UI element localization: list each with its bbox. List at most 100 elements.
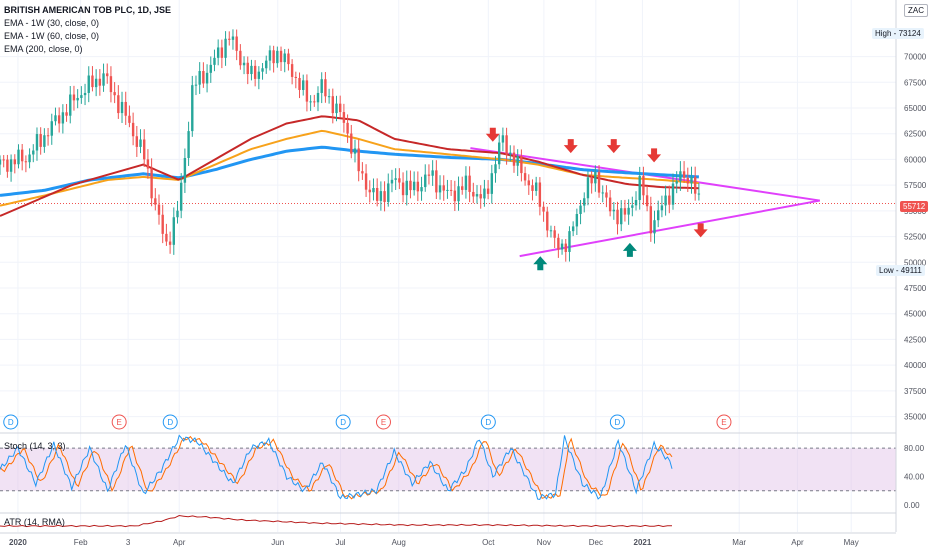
y-tick-label: 60000 <box>904 155 927 164</box>
candle-body <box>586 177 590 199</box>
earnings-icon <box>375 414 391 430</box>
candle-body <box>117 95 120 114</box>
candle-body <box>9 159 13 172</box>
candle-body <box>109 76 113 93</box>
candle-body <box>553 230 556 238</box>
dividend-icon <box>162 414 178 430</box>
candle-body <box>69 94 72 116</box>
candle-body <box>46 135 50 137</box>
candle-body <box>568 231 571 252</box>
high-label: High <box>875 29 892 38</box>
candle-body <box>54 115 57 122</box>
indicator-ema200: EMA (200, close, 0) <box>4 44 83 54</box>
atr-pane <box>0 514 673 528</box>
candle-body <box>20 149 24 162</box>
candle-body <box>479 194 482 199</box>
candle-body <box>520 156 523 174</box>
candle-body <box>242 62 246 66</box>
candle-body <box>634 200 638 206</box>
candle-body <box>620 208 623 225</box>
candle-body <box>686 177 689 184</box>
ema60-line <box>0 145 699 197</box>
candle-body <box>135 136 139 147</box>
candle-body <box>642 175 645 196</box>
event-label: E <box>381 418 386 427</box>
currency-badge[interactable]: ZAC <box>904 4 928 17</box>
candle-body <box>538 182 542 207</box>
candle-body <box>327 96 331 98</box>
candle-body <box>113 92 116 96</box>
arrow-down-icon <box>563 139 578 154</box>
candle-body <box>483 188 486 199</box>
candle-body <box>697 193 701 195</box>
candle-body <box>216 47 220 58</box>
stoch-tick-label: 80.00 <box>904 444 925 453</box>
candle-body <box>294 76 298 78</box>
dividend-icon <box>609 414 625 430</box>
candle-body <box>594 171 597 184</box>
candle-body <box>690 176 693 184</box>
x-tick-label: 3 <box>126 538 131 547</box>
candle-body <box>187 131 190 158</box>
candle-body <box>165 233 168 242</box>
candle-body <box>435 170 438 193</box>
candle-body <box>549 230 553 232</box>
candle-body <box>194 84 198 86</box>
candle-body <box>253 65 257 79</box>
candle-body <box>464 175 468 190</box>
candles <box>0 29 701 262</box>
stoch-tick-label: 40.00 <box>904 473 925 482</box>
candle-body <box>383 191 386 202</box>
dividend-icon <box>480 414 496 430</box>
x-tick-label: 2020 <box>9 538 27 547</box>
candle-body <box>361 171 364 174</box>
candle-body <box>287 53 290 65</box>
candle-body <box>631 205 634 208</box>
symbol-title: BRITISH AMERICAN TOB PLC, 1D, JSE <box>4 5 172 15</box>
x-tick-label: Apr <box>791 538 804 547</box>
candle-body <box>490 173 494 194</box>
candle-body <box>597 171 601 193</box>
stoch-k-line <box>0 434 673 500</box>
candle-body <box>224 38 227 58</box>
candle-body <box>612 209 616 212</box>
candle-body <box>649 206 653 234</box>
candle-body <box>228 38 231 40</box>
x-tick-label: Jun <box>271 538 284 547</box>
candle-body <box>176 210 179 218</box>
candle-body <box>409 180 412 191</box>
candle-body <box>416 181 420 192</box>
candle-body <box>505 135 508 155</box>
candle-body <box>509 152 512 155</box>
indicator-ema30: EMA - 1W (30, close, 0) <box>4 18 100 28</box>
candle-body <box>427 174 431 176</box>
candle-body <box>80 95 83 98</box>
moving-averages <box>0 115 699 217</box>
candle-body <box>324 79 327 97</box>
candle-body <box>627 207 630 215</box>
candle-body <box>313 101 316 103</box>
candle-body <box>83 92 87 96</box>
candle-body <box>357 148 360 172</box>
candle-body <box>412 181 416 191</box>
y-tick-label: 65000 <box>904 104 927 113</box>
candle-body <box>39 134 42 147</box>
candle-body <box>579 205 582 215</box>
ema200-line <box>0 115 699 217</box>
grid <box>0 0 896 532</box>
candle-body <box>468 175 471 192</box>
candle-body <box>198 71 201 85</box>
candle-body <box>431 170 434 176</box>
candle-body <box>0 159 2 165</box>
candle-body <box>675 181 678 184</box>
dividend-icon <box>335 414 351 430</box>
high-value: 73124 <box>898 29 921 38</box>
x-tick-label: Apr <box>173 538 186 547</box>
candle-body <box>128 115 131 123</box>
event-label: D <box>8 418 14 427</box>
x-tick-label: Oct <box>482 538 495 547</box>
event-label: D <box>340 418 346 427</box>
candle-body <box>220 47 224 58</box>
arrow-up-icon <box>533 256 548 271</box>
low-tag: Low - 49111 <box>876 265 925 276</box>
